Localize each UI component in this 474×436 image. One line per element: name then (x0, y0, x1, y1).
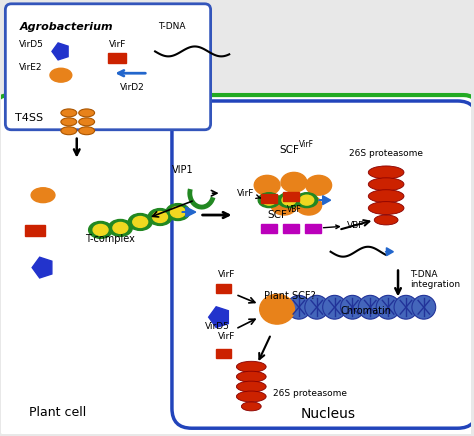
Ellipse shape (89, 221, 112, 238)
Text: T4SS: T4SS (15, 113, 44, 123)
Ellipse shape (113, 222, 128, 233)
Ellipse shape (153, 211, 167, 222)
Text: 26S proteasome: 26S proteasome (273, 388, 347, 398)
Ellipse shape (296, 195, 322, 215)
Ellipse shape (237, 391, 266, 402)
Ellipse shape (166, 204, 190, 221)
Ellipse shape (171, 207, 185, 218)
Ellipse shape (281, 172, 307, 192)
Text: VBF: VBF (287, 205, 302, 214)
Bar (25, 225, 45, 236)
Text: SCF: SCF (279, 145, 299, 154)
Ellipse shape (374, 215, 398, 225)
Circle shape (287, 295, 311, 319)
Ellipse shape (368, 190, 404, 203)
Ellipse shape (282, 195, 296, 205)
Text: VirD5: VirD5 (205, 322, 229, 331)
Ellipse shape (128, 214, 152, 230)
Text: Nucleus: Nucleus (301, 407, 356, 421)
Ellipse shape (79, 118, 95, 126)
Circle shape (376, 295, 400, 319)
Ellipse shape (368, 166, 404, 179)
Text: T-complex: T-complex (85, 234, 136, 244)
Bar (261, 224, 277, 233)
Bar (261, 194, 277, 203)
Ellipse shape (300, 195, 314, 205)
Ellipse shape (61, 109, 77, 117)
Text: VirD2: VirD2 (120, 83, 145, 92)
FancyBboxPatch shape (172, 101, 474, 428)
Ellipse shape (278, 193, 300, 208)
Ellipse shape (93, 225, 108, 235)
Ellipse shape (237, 371, 266, 382)
Ellipse shape (258, 193, 280, 208)
Text: VirF: VirF (299, 140, 314, 149)
Ellipse shape (368, 201, 404, 215)
Text: VIP1: VIP1 (172, 165, 193, 175)
Text: SCF: SCF (267, 210, 287, 220)
Ellipse shape (237, 381, 266, 392)
FancyArrow shape (182, 207, 196, 217)
Text: VBF: VBF (323, 221, 364, 230)
Text: VirF: VirF (237, 189, 260, 198)
Text: Plant SCF?: Plant SCF? (264, 291, 316, 301)
Ellipse shape (133, 217, 148, 228)
Text: Chromatin: Chromatin (341, 306, 392, 316)
Text: VirF: VirF (218, 270, 235, 279)
Bar (216, 284, 231, 293)
Ellipse shape (254, 175, 280, 195)
Ellipse shape (61, 127, 77, 135)
Circle shape (340, 295, 365, 319)
Ellipse shape (148, 208, 172, 225)
Ellipse shape (79, 109, 95, 117)
Circle shape (323, 295, 346, 319)
Ellipse shape (260, 294, 294, 324)
Text: VirF: VirF (218, 332, 235, 341)
FancyBboxPatch shape (5, 4, 210, 130)
Ellipse shape (50, 68, 72, 82)
FancyArrow shape (385, 248, 393, 255)
Bar (283, 224, 299, 233)
FancyBboxPatch shape (0, 95, 474, 436)
Text: VirD5: VirD5 (19, 40, 44, 48)
Text: 26S proteasome: 26S proteasome (349, 149, 423, 157)
FancyArrow shape (319, 196, 330, 204)
Bar (109, 53, 127, 63)
Text: VirE2: VirE2 (19, 63, 43, 72)
Circle shape (358, 295, 382, 319)
Text: T-DNA: T-DNA (158, 22, 185, 31)
Text: Agrobacterium: Agrobacterium (19, 22, 113, 32)
Ellipse shape (109, 219, 132, 236)
Ellipse shape (271, 195, 297, 215)
Ellipse shape (262, 195, 276, 205)
Ellipse shape (237, 361, 266, 372)
Bar (216, 349, 231, 358)
Ellipse shape (241, 402, 261, 411)
Text: Plant cell: Plant cell (29, 406, 86, 419)
Ellipse shape (306, 175, 332, 195)
Ellipse shape (296, 193, 318, 208)
Circle shape (394, 295, 418, 319)
Circle shape (412, 295, 436, 319)
Ellipse shape (368, 178, 404, 191)
Text: VirF: VirF (109, 40, 126, 48)
Circle shape (305, 295, 328, 319)
Ellipse shape (61, 118, 77, 126)
Bar (305, 224, 321, 233)
Bar (283, 192, 299, 201)
Ellipse shape (31, 188, 55, 203)
Ellipse shape (79, 127, 95, 135)
Text: T-DNA
integration: T-DNA integration (410, 270, 460, 289)
